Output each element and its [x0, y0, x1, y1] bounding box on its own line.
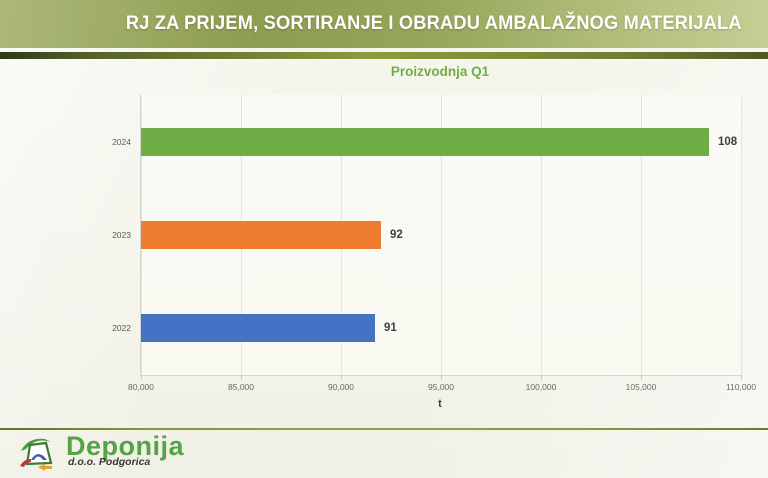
category-label: 2023	[112, 229, 131, 240]
x-axis-tick	[141, 375, 142, 380]
x-axis-tick-label: 85,000	[228, 382, 254, 392]
x-axis-tick-label: 105,000	[625, 382, 657, 392]
gridline	[441, 95, 442, 375]
x-axis-tick-label: 90,000	[328, 382, 354, 392]
deponija-logo-icon	[20, 438, 53, 471]
bar-row-2024: 2024 108	[112, 95, 741, 188]
data-label: 108	[718, 135, 738, 148]
x-axis-tick-label: 100,000	[525, 382, 557, 392]
chart-title: Proizvodnja Q1	[390, 64, 490, 79]
x-axis-tick	[641, 375, 642, 380]
bar-2023	[141, 220, 381, 249]
gridline	[741, 95, 742, 375]
x-axis-tick	[441, 375, 442, 380]
page-title: RJ ZA PRIJEM, SORTIRANJE I OBRADU AMBALA…	[126, 13, 742, 34]
data-label: 92	[390, 228, 403, 241]
x-axis-tick-label: 80,000	[128, 382, 154, 392]
category-label: 2024	[112, 136, 131, 147]
logo-name: Deponija	[66, 431, 185, 461]
gridline	[641, 95, 642, 375]
header-decorative-stripe	[0, 52, 768, 59]
footer-divider-line	[0, 428, 768, 430]
x-axis-tick	[741, 375, 742, 380]
company-logo: Deponija d.o.o. Podgorica	[18, 433, 184, 473]
bar-row-2023: 2023 92	[112, 188, 741, 281]
plot-area: 80,000 85,000 90,000 95,000 100,000 105,000 11…	[112, 95, 756, 392]
x-axis-tick-label: 110,000	[725, 382, 757, 392]
x-axis-tick-label: 95,000	[428, 382, 454, 392]
bar-row-2022: 2022 91	[112, 282, 741, 375]
x-axis-title: t	[438, 398, 442, 410]
data-label: 91	[384, 322, 397, 335]
category-label: 2022	[112, 323, 131, 334]
logo-text-block: Deponija d.o.o. Podgorica	[66, 431, 185, 469]
bar-2022	[141, 314, 375, 343]
x-axis-tick	[541, 375, 542, 380]
x-axis-tick	[341, 375, 342, 380]
logo-subtext: d.o.o. Podgorica	[68, 456, 151, 468]
x-axis-tick	[241, 375, 242, 380]
bar-2024	[141, 127, 709, 156]
header-bar: RJ ZA PRIJEM, SORTIRANJE I OBRADU AMBALA…	[0, 0, 768, 48]
gridline	[541, 95, 542, 375]
